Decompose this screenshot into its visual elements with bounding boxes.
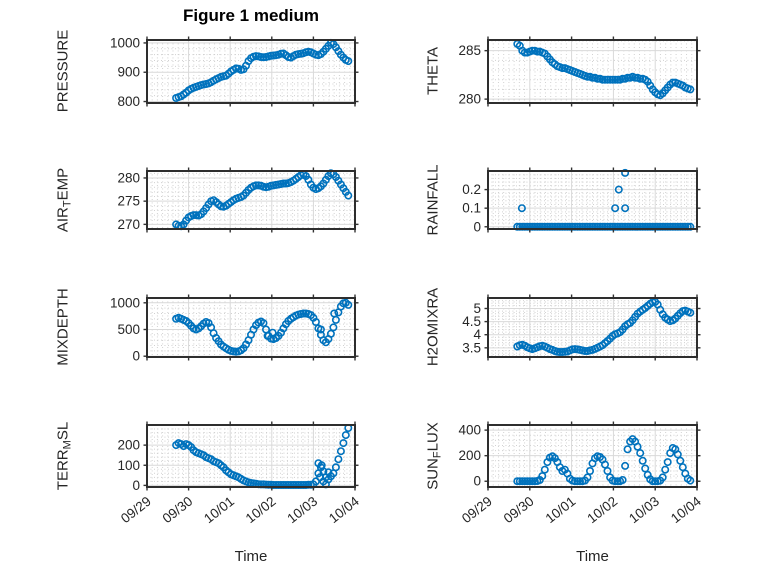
ytick-label: 200 <box>117 438 140 453</box>
axes-box <box>146 297 356 358</box>
xlabel-time-left: Time <box>234 548 268 565</box>
xtick-label: 09/29 <box>459 494 495 527</box>
ytick-label: 400 <box>458 423 481 438</box>
xtick-label: 09/29 <box>118 494 154 527</box>
ytick-label: 285 <box>458 43 481 58</box>
data-points-h2omixra <box>513 297 695 356</box>
xtick-label: 10/04 <box>326 493 362 526</box>
xtick-label: 09/30 <box>501 494 537 527</box>
axes-box <box>487 297 698 358</box>
xtick-label: 10/03 <box>626 494 662 527</box>
ytick-label: 100 <box>117 458 140 473</box>
xtick-label: 10/01 <box>543 494 579 527</box>
axes-box <box>146 170 356 230</box>
ytick-label: 0.2 <box>462 182 481 197</box>
xtick-label: 10/04 <box>668 493 704 526</box>
ytick-label: 4.5 <box>462 314 481 329</box>
ytick-label: 200 <box>458 448 481 463</box>
ytick-label: 3.5 <box>462 340 481 355</box>
xtick-label: 10/01 <box>201 494 237 527</box>
data-points-air_temp <box>172 169 353 231</box>
ytick-label: 0 <box>473 474 481 489</box>
ytick-label: 280 <box>117 170 140 185</box>
xlabel-time-right: Time <box>576 548 609 565</box>
xtick-label: 10/03 <box>284 494 320 527</box>
ytick-label: 270 <box>117 217 140 232</box>
xtick-label: 10/02 <box>584 494 620 527</box>
ytick-label: 1000 <box>110 35 140 50</box>
axes-box <box>487 39 698 104</box>
ytick-label: 280 <box>458 92 481 107</box>
ytick-label: 0.1 <box>462 201 481 216</box>
data-points-theta <box>513 39 695 100</box>
data-points-terr_msl <box>172 423 353 489</box>
ytick-label: 1000 <box>110 295 140 310</box>
ytick-label: 500 <box>117 322 140 337</box>
ytick-label: 0 <box>473 219 481 234</box>
axes-box <box>146 424 356 488</box>
figure-title: Figure 1 medium <box>182 6 320 25</box>
ytick-label: 5 <box>473 301 481 316</box>
data-points-pressure <box>172 38 353 103</box>
ytick-label: 900 <box>117 65 140 80</box>
axes-box <box>146 39 356 104</box>
ytick-label: 4 <box>473 327 481 342</box>
ytick-label: 0 <box>132 478 140 493</box>
axes-box <box>487 424 698 488</box>
ytick-label: 800 <box>117 94 140 109</box>
ytick-label: 275 <box>117 194 140 209</box>
xtick-label: 09/30 <box>160 494 196 527</box>
xtick-label: 10/02 <box>243 494 279 527</box>
data-points-sun_flux <box>513 435 695 486</box>
data-points-mixdepth <box>172 298 353 356</box>
ytick-label: 0 <box>132 349 140 364</box>
axes-box <box>487 170 698 230</box>
